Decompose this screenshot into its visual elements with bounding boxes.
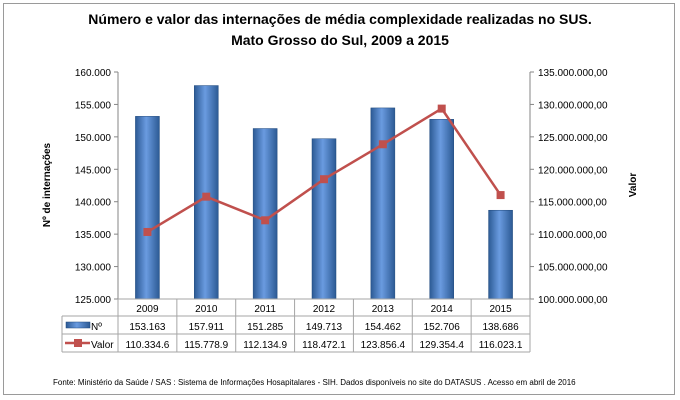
x-tick-label: 2012 — [313, 304, 336, 315]
line-data-label: 123.856.4 — [361, 340, 406, 351]
y2-tick-label: 100.000.000,00 — [538, 295, 608, 306]
x-tick-label: 2014 — [431, 304, 454, 315]
valor-point-2015 — [496, 191, 505, 200]
y-tick-label: 140.000 — [75, 198, 112, 209]
bar-2014 — [429, 119, 454, 300]
y-tick-label: 145.000 — [75, 165, 112, 176]
y-tick-label: 150.000 — [75, 133, 112, 144]
chart-frame — [3, 3, 675, 395]
chart-title-line1: Número e valor das internações de média … — [88, 11, 591, 27]
valor-point-2013 — [378, 140, 387, 149]
y2-tick-label: 105.000.000,00 — [538, 263, 608, 274]
bar-2010 — [194, 85, 219, 300]
legend-bar-swatch — [65, 321, 91, 329]
legend-line-label: Valor — [91, 340, 114, 351]
bar-2015 — [488, 209, 513, 300]
x-tick-label: 2011 — [254, 304, 276, 315]
valor-point-2009 — [143, 227, 152, 236]
valor-point-2010 — [202, 192, 211, 201]
valor-point-2014 — [437, 104, 446, 113]
line-data-label: 110.334.6 — [126, 340, 170, 351]
line-data-label: 118.472.1 — [302, 340, 346, 351]
x-tick-label: 2015 — [489, 304, 512, 315]
bar-2013 — [370, 107, 396, 300]
line-data-label: 116.023.1 — [479, 340, 523, 351]
line-data-label: 129.354.4 — [419, 340, 464, 351]
chart-title-line2: Mato Grosso do Sul, 2009 a 2015 — [231, 32, 449, 48]
valor-point-2012 — [320, 175, 328, 184]
bar-data-label: 149.713 — [306, 322, 343, 333]
bar-data-label: 151.285 — [247, 322, 284, 333]
x-tick-label: 2010 — [195, 304, 218, 315]
valor-point-2011 — [261, 216, 270, 225]
y-tick-label: 160.000 — [75, 68, 112, 79]
bar-2009 — [135, 116, 160, 300]
y2-axis-label: Valor — [628, 173, 639, 198]
bar-data-label: 153.163 — [129, 322, 166, 333]
bar-data-label: 138.686 — [482, 322, 519, 333]
y2-tick-label: 120.000.000,00 — [538, 165, 608, 176]
legend-line-marker — [74, 339, 82, 347]
y-axis-label: Nº de internações — [42, 142, 53, 227]
x-tick-label: 2013 — [372, 304, 395, 315]
y2-tick-label: 115.000.000,00 — [538, 198, 607, 209]
y-tick-label: 155.000 — [75, 100, 112, 111]
legend-bar-label: Nº — [91, 322, 102, 333]
y2-tick-label: 125.000.000,00 — [538, 133, 608, 144]
y2-tick-label: 135.000.000,00 — [538, 68, 608, 79]
bar-data-label: 152.706 — [424, 322, 461, 333]
footer-source: Fonte: Ministério da Saúde / SAS : Siste… — [53, 378, 576, 387]
x-tick-label: 2009 — [136, 304, 159, 315]
y2-tick-label: 130.000.000,00 — [538, 100, 608, 111]
line-data-label: 115.778.9 — [184, 340, 228, 351]
bar-data-label: 154.462 — [365, 322, 402, 333]
y-tick-label: 130.000 — [75, 263, 112, 274]
bar-data-label: 157.911 — [189, 322, 225, 333]
line-data-label: 112.134.9 — [243, 340, 287, 351]
y2-tick-label: 110.000.000,00 — [538, 230, 607, 241]
bar-2012 — [311, 138, 337, 300]
y-tick-label: 125.000 — [75, 295, 112, 306]
y-tick-label: 135.000 — [75, 230, 112, 241]
